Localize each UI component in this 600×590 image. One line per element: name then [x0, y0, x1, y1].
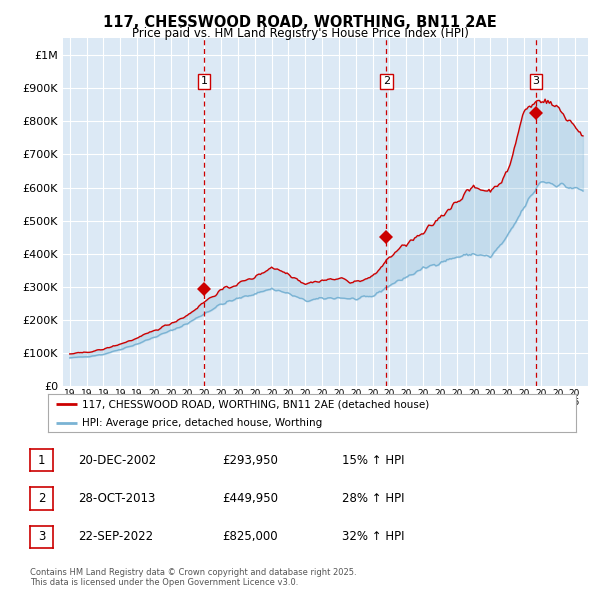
- Text: 32% ↑ HPI: 32% ↑ HPI: [342, 530, 404, 543]
- Text: 1: 1: [200, 77, 208, 87]
- Text: £449,950: £449,950: [222, 492, 278, 505]
- Text: 15% ↑ HPI: 15% ↑ HPI: [342, 454, 404, 467]
- Text: 3: 3: [533, 77, 539, 87]
- Text: 1: 1: [38, 454, 45, 467]
- Text: £293,950: £293,950: [222, 454, 278, 467]
- Text: 22-SEP-2022: 22-SEP-2022: [78, 530, 153, 543]
- Text: 3: 3: [38, 530, 45, 543]
- Text: Contains HM Land Registry data © Crown copyright and database right 2025.
This d: Contains HM Land Registry data © Crown c…: [30, 568, 356, 587]
- Text: 20-DEC-2002: 20-DEC-2002: [78, 454, 156, 467]
- Text: HPI: Average price, detached house, Worthing: HPI: Average price, detached house, Wort…: [82, 418, 323, 428]
- Text: Price paid vs. HM Land Registry's House Price Index (HPI): Price paid vs. HM Land Registry's House …: [131, 27, 469, 40]
- Text: £825,000: £825,000: [222, 530, 278, 543]
- Text: 2: 2: [38, 492, 45, 505]
- Text: 28-OCT-2013: 28-OCT-2013: [78, 492, 155, 505]
- Text: 117, CHESSWOOD ROAD, WORTHING, BN11 2AE: 117, CHESSWOOD ROAD, WORTHING, BN11 2AE: [103, 15, 497, 30]
- Text: 117, CHESSWOOD ROAD, WORTHING, BN11 2AE (detached house): 117, CHESSWOOD ROAD, WORTHING, BN11 2AE …: [82, 399, 430, 409]
- Text: 2: 2: [383, 77, 390, 87]
- Text: 28% ↑ HPI: 28% ↑ HPI: [342, 492, 404, 505]
